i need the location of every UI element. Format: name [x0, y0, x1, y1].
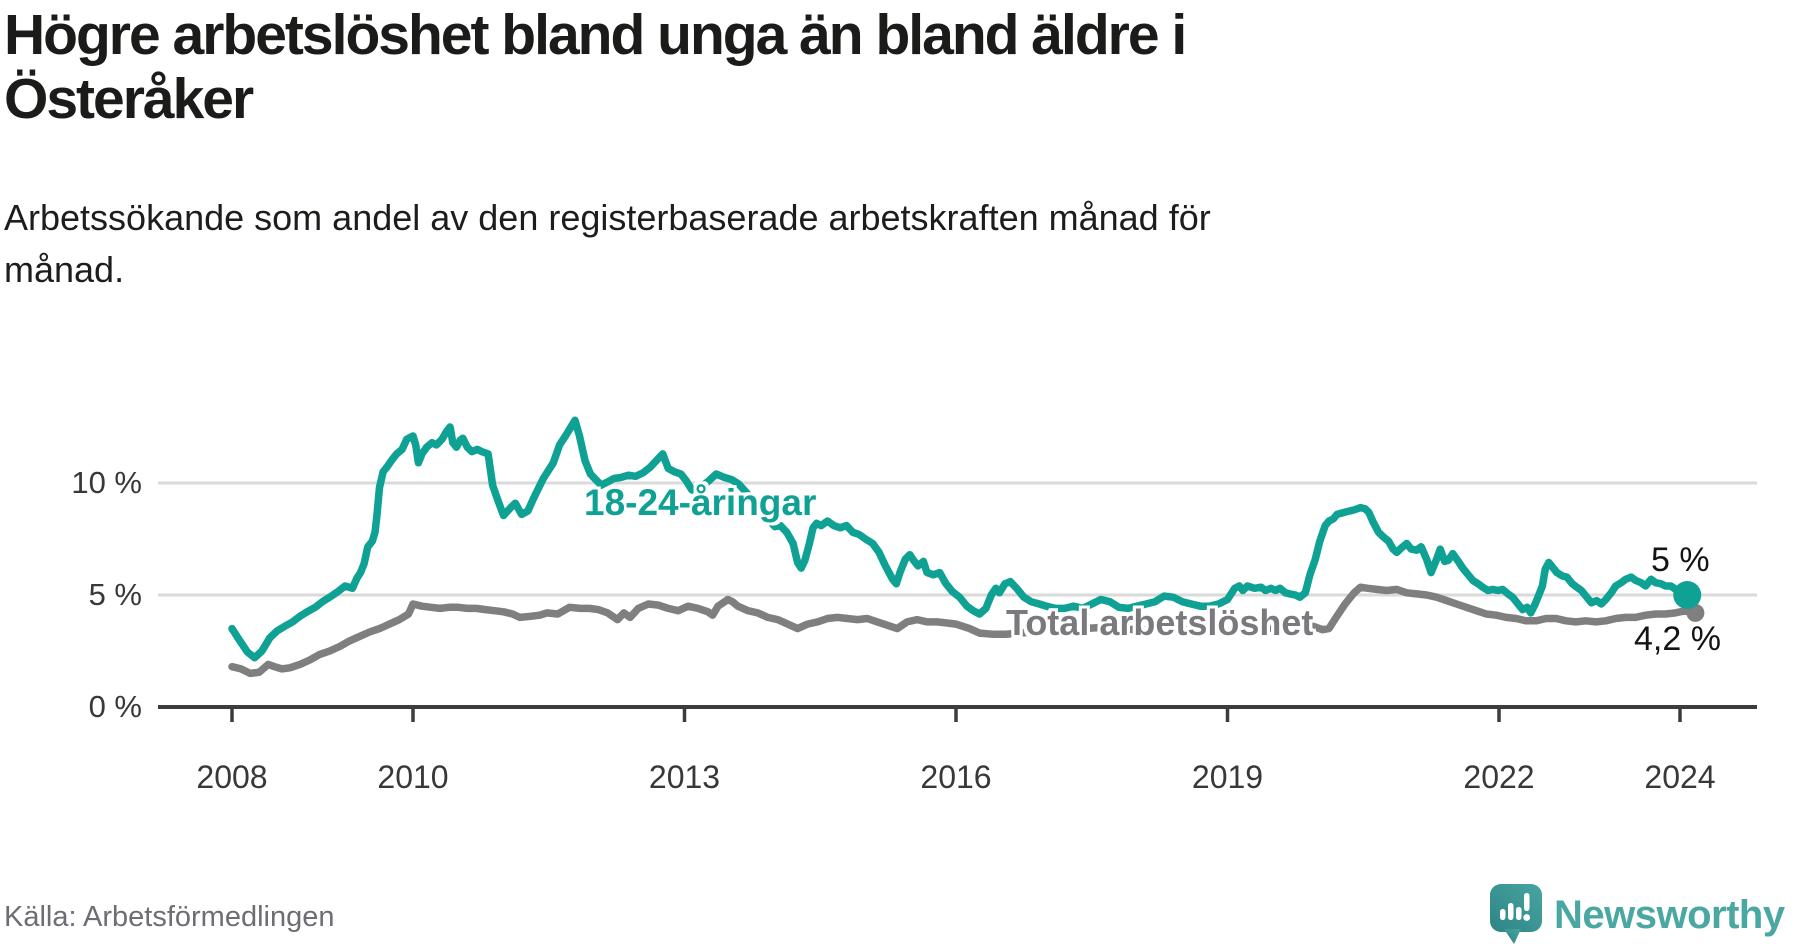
chart-subtitle: Arbetssökande som andel av den registerb…: [4, 192, 1504, 296]
x-tick-label: 2019: [1191, 759, 1264, 795]
x-tick-label: 2008: [196, 759, 268, 795]
x-tick-label: 2010: [377, 759, 449, 795]
page-title-line-1: Högre arbetslöshet bland unga än bland ä…: [4, 3, 1187, 67]
x-tick-label: 2013: [648, 759, 721, 795]
newsworthy-logo-icon: [1490, 884, 1542, 944]
series-label-youth: 18-24-åringar: [584, 482, 817, 523]
x-tick-label: 2016: [920, 759, 992, 795]
chart-subtitle-line-1: Arbetssökande som andel av den registerb…: [4, 197, 1211, 238]
youth-series-line: [228, 416, 1691, 662]
page-title: Högre arbetslöshet bland unga än bland ä…: [4, 3, 1564, 132]
newsworthy-logo-text: Newsworthy: [1554, 892, 1785, 937]
y-tick-label: 5 %: [88, 577, 142, 612]
end-value-label-total: 4,2 %: [1634, 620, 1721, 658]
page-title-line-2: Österåker: [4, 66, 254, 131]
y-tick-label: 0 %: [88, 689, 142, 724]
chart-subtitle-line-2: månad.: [4, 249, 125, 291]
total-series-line: [228, 583, 1700, 678]
x-tick-label: 2024: [1644, 759, 1716, 795]
end-value-label-youth: 5 %: [1651, 541, 1710, 579]
youth-end-dot: [1673, 581, 1702, 609]
logo-bar-chart-icon: [1500, 893, 1531, 921]
x-axis: [158, 705, 1757, 722]
gridlines: [158, 481, 1757, 597]
source-credit: Källa: Arbetsförmedlingen: [4, 901, 335, 933]
series-label-total: Total arbetslöshet: [1006, 602, 1314, 643]
newsworthy-logo[interactable]: Newsworthy: [1490, 884, 1785, 946]
x-tick-label: 2022: [1463, 759, 1535, 795]
y-tick-label: 10 %: [71, 465, 142, 500]
